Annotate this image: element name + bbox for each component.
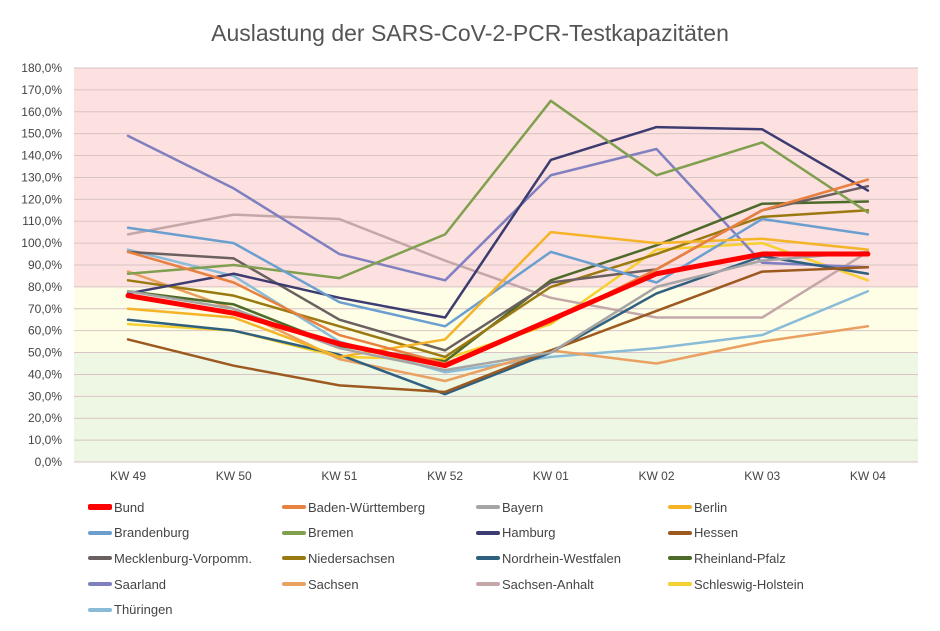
y-tick-label: 60,0% <box>28 324 62 338</box>
legend-label: Sachsen-Anhalt <box>502 576 594 592</box>
legend-swatch <box>476 530 500 535</box>
legend-label: Saarland <box>114 576 167 592</box>
legend-item: Brandenburg <box>88 525 189 541</box>
series-line-nordrhein-westfalen <box>126 254 870 396</box>
x-tick-label: KW 04 <box>850 469 886 483</box>
y-tick-label: 0,0% <box>35 455 63 469</box>
legend-label: Bayern <box>502 499 544 515</box>
legend-item: Niedersachsen <box>282 550 395 566</box>
x-tick-label: KW 49 <box>110 469 146 483</box>
legend-item: Hessen <box>668 525 738 541</box>
legend-swatch <box>282 582 306 587</box>
y-tick-label: 160,0% <box>21 105 62 119</box>
legend-swatch <box>88 607 112 612</box>
legend-swatch <box>282 556 306 561</box>
x-tick-label: KW 02 <box>638 469 674 483</box>
y-tick-label: 180,0% <box>21 61 62 75</box>
legend-label: Mecklenburg-Vorpomm. <box>114 550 252 566</box>
y-tick-label: 150,0% <box>21 127 62 141</box>
y-tick-label: 30,0% <box>28 389 62 403</box>
legend-item: Berlin <box>668 499 727 515</box>
series-line-niedersachsen <box>126 209 870 359</box>
y-tick-label: 140,0% <box>21 149 62 163</box>
legend-label: Nordrhein-Westfalen <box>502 550 621 566</box>
legend-item: Rheinland-Pfalz <box>668 550 786 566</box>
series-line-saarland <box>126 134 870 282</box>
legend-swatch <box>476 556 500 561</box>
legend-item: Bund <box>88 499 144 515</box>
legend-label: Berlin <box>694 499 728 515</box>
legend-label: Baden-Württemberg <box>308 499 426 515</box>
legend-swatch <box>668 530 692 535</box>
x-tick-label: KW 03 <box>744 469 780 483</box>
legend-item: Thüringen <box>88 602 173 618</box>
legend-label: Brandenburg <box>114 525 190 541</box>
legend-label: Hamburg <box>502 525 556 541</box>
series-line-sachsen-anhalt <box>126 213 870 319</box>
legend-item: Bayern <box>476 499 543 515</box>
legend-label: Rheinland-Pfalz <box>694 550 786 566</box>
series-line-bayern <box>126 250 870 372</box>
y-tick-label: 10,0% <box>28 433 62 447</box>
legend-label: Niedersachsen <box>308 550 395 566</box>
legend-swatch <box>88 530 112 535</box>
y-tick-label: 90,0% <box>28 258 62 272</box>
legend-swatch <box>88 556 112 561</box>
legend-label: Thüringen <box>114 602 173 618</box>
legend-swatch <box>668 556 692 561</box>
legend-item: Saarland <box>88 576 166 592</box>
chart-title: Auslastung der SARS-CoV-2-PCR-Testkapazi… <box>211 20 729 46</box>
legend-item: Nordrhein-Westfalen <box>476 550 621 566</box>
band <box>74 352 918 462</box>
series-line-bund <box>125 251 871 369</box>
legend-swatch <box>476 582 500 587</box>
y-tick-label: 170,0% <box>21 83 62 97</box>
legend-item: Schleswig-Holstein <box>668 576 804 592</box>
y-tick-label: 130,0% <box>21 170 62 184</box>
legend-label: Bund <box>114 499 145 515</box>
y-tick-label: 70,0% <box>28 302 62 316</box>
y-tick-label: 120,0% <box>21 192 62 206</box>
y-tick-label: 110,0% <box>22 214 62 228</box>
legend-swatch <box>88 504 112 510</box>
x-tick-label: KW 52 <box>427 469 463 483</box>
y-tick-label: 40,0% <box>28 367 62 381</box>
y-tick-label: 100,0% <box>21 236 62 250</box>
series-line-hamburg <box>126 125 870 319</box>
legend-label: Hessen <box>694 525 739 541</box>
x-tick-label: KW 01 <box>533 469 569 483</box>
y-tick-label: 80,0% <box>28 280 62 294</box>
legend-swatch <box>282 530 306 535</box>
legend-label: Sachsen <box>308 576 359 592</box>
legend-item: Bremen <box>282 525 354 541</box>
legend-swatch <box>668 582 692 587</box>
series-line-brandenburg <box>126 217 870 328</box>
legend-item: Sachsen-Anhalt <box>476 576 594 592</box>
legend-swatch <box>282 505 306 509</box>
series-line-bremen <box>126 99 870 280</box>
series-line-berlin <box>126 230 870 359</box>
legend-label: Schleswig-Holstein <box>694 576 804 592</box>
y-tick-label: 20,0% <box>28 411 62 425</box>
legend-item: Hamburg <box>476 525 555 541</box>
legend-item: Baden-Württemberg <box>282 499 425 515</box>
legend-label: Bremen <box>308 525 354 541</box>
legend-swatch <box>88 582 112 587</box>
series-line-hessen <box>126 265 870 394</box>
y-tick-label: 50,0% <box>28 346 62 360</box>
legend-item: Sachsen <box>282 576 359 592</box>
x-tick-label: KW 51 <box>321 469 357 483</box>
legend-item: Mecklenburg-Vorpomm. <box>88 550 252 566</box>
x-tick-label: KW 50 <box>216 469 252 483</box>
legend-swatch <box>668 505 692 509</box>
legend-swatch <box>476 505 500 509</box>
